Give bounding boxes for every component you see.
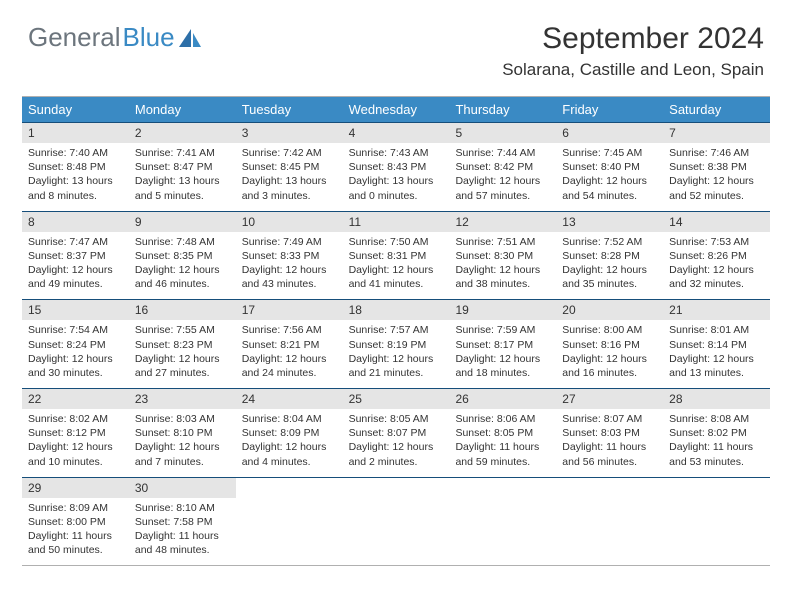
day-number-cell: 7 [663, 122, 770, 143]
day-number-cell: 6 [556, 122, 663, 143]
day-number-row: 891011121314 [22, 211, 770, 232]
day-data-cell: Sunrise: 7:46 AMSunset: 8:38 PMDaylight:… [663, 143, 770, 211]
day-number-cell: 17 [236, 299, 343, 320]
day-data-cell [236, 498, 343, 566]
title-block: September 2024 Solarana, Castille and Le… [502, 22, 764, 80]
day-number-cell: 22 [22, 388, 129, 409]
month-title: September 2024 [502, 22, 764, 56]
day-data-cell: Sunrise: 8:00 AMSunset: 8:16 PMDaylight:… [556, 320, 663, 388]
day-data-cell: Sunrise: 8:06 AMSunset: 8:05 PMDaylight:… [449, 409, 556, 477]
day-data-cell: Sunrise: 8:05 AMSunset: 8:07 PMDaylight:… [343, 409, 450, 477]
day-number-row: 15161718192021 [22, 299, 770, 320]
logo: GeneralBlue [28, 22, 203, 53]
day-number-cell: 10 [236, 211, 343, 232]
day-number-cell: 13 [556, 211, 663, 232]
weekday-header: Tuesday [236, 97, 343, 122]
day-number-cell [663, 477, 770, 498]
day-number-cell [556, 477, 663, 498]
day-number-row: 1234567 [22, 122, 770, 143]
day-number-cell: 26 [449, 388, 556, 409]
day-data-cell: Sunrise: 7:48 AMSunset: 8:35 PMDaylight:… [129, 232, 236, 300]
day-data-cell [343, 498, 450, 566]
day-number-cell: 14 [663, 211, 770, 232]
day-data-cell: Sunrise: 7:59 AMSunset: 8:17 PMDaylight:… [449, 320, 556, 388]
weekday-header-row: SundayMondayTuesdayWednesdayThursdayFrid… [22, 97, 770, 122]
day-data-row: Sunrise: 7:47 AMSunset: 8:37 PMDaylight:… [22, 232, 770, 300]
day-data-cell: Sunrise: 7:44 AMSunset: 8:42 PMDaylight:… [449, 143, 556, 211]
day-number-cell: 4 [343, 122, 450, 143]
day-number-cell: 30 [129, 477, 236, 498]
day-number-cell: 1 [22, 122, 129, 143]
weekday-header: Monday [129, 97, 236, 122]
day-number-cell: 3 [236, 122, 343, 143]
location: Solarana, Castille and Leon, Spain [502, 60, 764, 80]
day-number-cell: 27 [556, 388, 663, 409]
day-number-cell: 25 [343, 388, 450, 409]
logo-text-general: General [28, 22, 121, 53]
day-number-cell: 23 [129, 388, 236, 409]
day-number-cell: 2 [129, 122, 236, 143]
day-data-cell [449, 498, 556, 566]
weekday-header: Sunday [22, 97, 129, 122]
header: GeneralBlue September 2024 Solarana, Cas… [0, 0, 792, 88]
day-number-cell: 24 [236, 388, 343, 409]
day-data-cell: Sunrise: 7:55 AMSunset: 8:23 PMDaylight:… [129, 320, 236, 388]
day-data-cell: Sunrise: 7:43 AMSunset: 8:43 PMDaylight:… [343, 143, 450, 211]
calendar: SundayMondayTuesdayWednesdayThursdayFrid… [22, 96, 770, 566]
day-data-cell [556, 498, 663, 566]
day-data-cell: Sunrise: 7:53 AMSunset: 8:26 PMDaylight:… [663, 232, 770, 300]
day-data-row: Sunrise: 7:40 AMSunset: 8:48 PMDaylight:… [22, 143, 770, 211]
day-data-row: Sunrise: 8:09 AMSunset: 8:00 PMDaylight:… [22, 498, 770, 566]
day-number-cell [343, 477, 450, 498]
day-data-cell: Sunrise: 7:41 AMSunset: 8:47 PMDaylight:… [129, 143, 236, 211]
day-number-cell: 16 [129, 299, 236, 320]
day-data-cell: Sunrise: 7:42 AMSunset: 8:45 PMDaylight:… [236, 143, 343, 211]
day-data-cell: Sunrise: 7:45 AMSunset: 8:40 PMDaylight:… [556, 143, 663, 211]
weekday-header: Thursday [449, 97, 556, 122]
day-data-cell: Sunrise: 8:09 AMSunset: 8:00 PMDaylight:… [22, 498, 129, 566]
weekday-header: Wednesday [343, 97, 450, 122]
day-data-cell: Sunrise: 7:51 AMSunset: 8:30 PMDaylight:… [449, 232, 556, 300]
day-data-cell: Sunrise: 7:54 AMSunset: 8:24 PMDaylight:… [22, 320, 129, 388]
day-data-cell: Sunrise: 8:08 AMSunset: 8:02 PMDaylight:… [663, 409, 770, 477]
day-data-row: Sunrise: 7:54 AMSunset: 8:24 PMDaylight:… [22, 320, 770, 388]
day-number-cell: 11 [343, 211, 450, 232]
day-data-cell: Sunrise: 8:03 AMSunset: 8:10 PMDaylight:… [129, 409, 236, 477]
day-number-cell: 8 [22, 211, 129, 232]
day-data-cell: Sunrise: 7:56 AMSunset: 8:21 PMDaylight:… [236, 320, 343, 388]
day-number-cell: 18 [343, 299, 450, 320]
day-data-cell: Sunrise: 8:02 AMSunset: 8:12 PMDaylight:… [22, 409, 129, 477]
day-number-cell: 9 [129, 211, 236, 232]
day-data-cell: Sunrise: 8:10 AMSunset: 7:58 PMDaylight:… [129, 498, 236, 566]
day-data-cell: Sunrise: 7:52 AMSunset: 8:28 PMDaylight:… [556, 232, 663, 300]
logo-text-blue: Blue [123, 22, 175, 53]
day-number-cell: 28 [663, 388, 770, 409]
day-data-cell: Sunrise: 7:49 AMSunset: 8:33 PMDaylight:… [236, 232, 343, 300]
day-number-row: 22232425262728 [22, 388, 770, 409]
day-number-cell: 21 [663, 299, 770, 320]
day-number-cell: 15 [22, 299, 129, 320]
day-data-cell: Sunrise: 8:07 AMSunset: 8:03 PMDaylight:… [556, 409, 663, 477]
day-number-cell: 29 [22, 477, 129, 498]
day-data-cell: Sunrise: 7:47 AMSunset: 8:37 PMDaylight:… [22, 232, 129, 300]
day-number-cell: 19 [449, 299, 556, 320]
logo-sail-icon [177, 27, 203, 49]
day-data-row: Sunrise: 8:02 AMSunset: 8:12 PMDaylight:… [22, 409, 770, 477]
day-number-cell: 5 [449, 122, 556, 143]
day-data-cell: Sunrise: 7:57 AMSunset: 8:19 PMDaylight:… [343, 320, 450, 388]
weekday-header: Friday [556, 97, 663, 122]
day-number-cell [449, 477, 556, 498]
day-number-cell [236, 477, 343, 498]
weekday-header: Saturday [663, 97, 770, 122]
day-data-cell: Sunrise: 7:50 AMSunset: 8:31 PMDaylight:… [343, 232, 450, 300]
day-data-cell: Sunrise: 8:04 AMSunset: 8:09 PMDaylight:… [236, 409, 343, 477]
day-data-cell: Sunrise: 7:40 AMSunset: 8:48 PMDaylight:… [22, 143, 129, 211]
day-number-cell: 20 [556, 299, 663, 320]
day-data-cell: Sunrise: 8:01 AMSunset: 8:14 PMDaylight:… [663, 320, 770, 388]
day-number-cell: 12 [449, 211, 556, 232]
day-data-cell [663, 498, 770, 566]
day-number-row: 2930 [22, 477, 770, 498]
